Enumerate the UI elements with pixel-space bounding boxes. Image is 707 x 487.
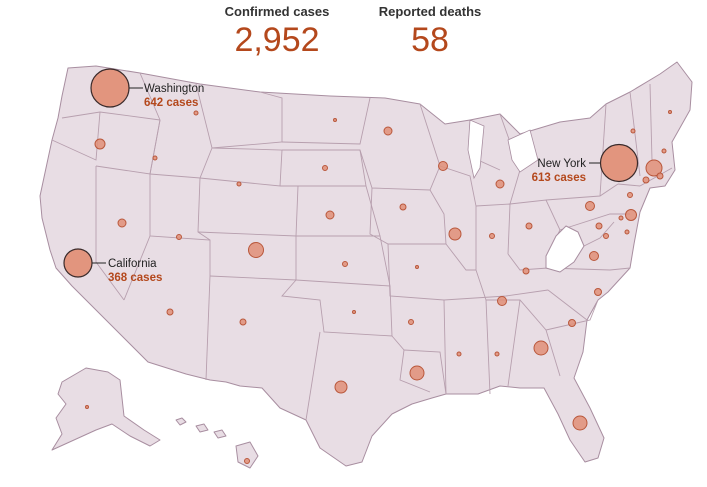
- bubble-alabama: [494, 351, 500, 357]
- bubble-north-carolina: [594, 288, 602, 296]
- bubble-new-hampshire: [661, 148, 667, 154]
- bubble-hawaii: [244, 458, 250, 464]
- reported-deaths-value: 58: [411, 21, 449, 59]
- state-bubbles: [85, 110, 672, 464]
- bubble-kentucky: [522, 267, 530, 275]
- bubble-arkansas: [408, 319, 414, 325]
- bubble-indiana: [489, 233, 495, 239]
- bubble-ohio: [525, 222, 533, 230]
- reported-deaths-stat: Reported deaths 58: [370, 4, 490, 59]
- bubble-maryland: [595, 222, 603, 230]
- callout-name-washington: Washington: [144, 83, 204, 95]
- bubble-georgia: [533, 340, 549, 356]
- confirmed-cases-label: Confirmed cases: [224, 4, 330, 19]
- bubble-wisconsin: [438, 161, 448, 171]
- bubble-minnesota: [383, 126, 393, 136]
- confirmed-cases-value: 2,952: [234, 21, 320, 59]
- bubble-pennsylvania: [585, 201, 595, 211]
- confirmed-cases-stat: Confirmed cases 2,952: [212, 4, 342, 59]
- bubble-wyoming: [236, 181, 242, 187]
- bubble-rhode-island: [642, 176, 650, 184]
- bubble-new-york: [599, 143, 639, 183]
- reported-deaths-label: Reported deaths: [378, 4, 482, 19]
- bubble-michigan: [495, 179, 505, 189]
- callout-count-new-york: 613 cases: [532, 172, 586, 184]
- hawaii-islands: [175, 417, 259, 469]
- bubble-arizona: [166, 308, 174, 316]
- bubble-iowa: [399, 203, 407, 211]
- bubble-new-mexico: [239, 318, 247, 326]
- callout-count-washington: 642 cases: [144, 97, 198, 109]
- bubble-maine: [668, 110, 672, 114]
- callout-washington: Washington 642 cases: [90, 68, 204, 109]
- bubble-montana: [193, 110, 199, 116]
- bubble-dc: [603, 233, 609, 239]
- bubble-utah: [176, 234, 182, 240]
- bubble-nevada: [117, 218, 127, 228]
- bubble-oklahoma: [352, 310, 356, 314]
- bubble-idaho: [152, 155, 158, 161]
- bubble-delaware: [618, 215, 624, 221]
- bubble-massachusetts: [645, 159, 663, 177]
- bubble-vermont: [630, 128, 636, 134]
- bubble-nebraska: [325, 210, 335, 220]
- state-borders: [51, 72, 673, 421]
- bubble-tennessee: [497, 296, 507, 306]
- callout-new-york: New York 613 cases: [532, 143, 639, 184]
- bubble-alaska: [85, 405, 89, 409]
- callout-california: California 368 cases: [63, 248, 162, 284]
- bubble-connecticut: [627, 192, 633, 198]
- bubble-boston-area: [656, 172, 664, 180]
- bubble-colorado: [248, 242, 264, 258]
- bubble-california: [63, 248, 93, 278]
- bubble-virginia: [589, 251, 599, 261]
- bubble-south-dakota: [322, 165, 328, 171]
- bubble-mississippi: [456, 351, 462, 357]
- bubble-texas: [334, 380, 348, 394]
- bubble-oregon: [94, 138, 106, 150]
- callout-count-california: 368 cases: [108, 272, 162, 284]
- alaska-outline: [51, 367, 161, 451]
- bubble-florida: [572, 415, 588, 431]
- bubble-louisiana: [409, 365, 425, 381]
- bubble-south-carolina: [568, 319, 576, 327]
- bubble-missouri: [415, 265, 419, 269]
- bubble-north-dakota: [333, 118, 337, 122]
- bubble-delaware-shore: [624, 229, 630, 235]
- bubble-kansas: [342, 261, 348, 267]
- callout-name-new-york: New York: [537, 158, 586, 170]
- west-virginia-highlight: [545, 225, 585, 273]
- bubble-illinois: [448, 227, 462, 241]
- great-lakes: [467, 119, 539, 180]
- bubble-washington: [90, 68, 130, 108]
- callout-name-california: California: [108, 258, 157, 270]
- bubble-new-jersey: [625, 209, 637, 221]
